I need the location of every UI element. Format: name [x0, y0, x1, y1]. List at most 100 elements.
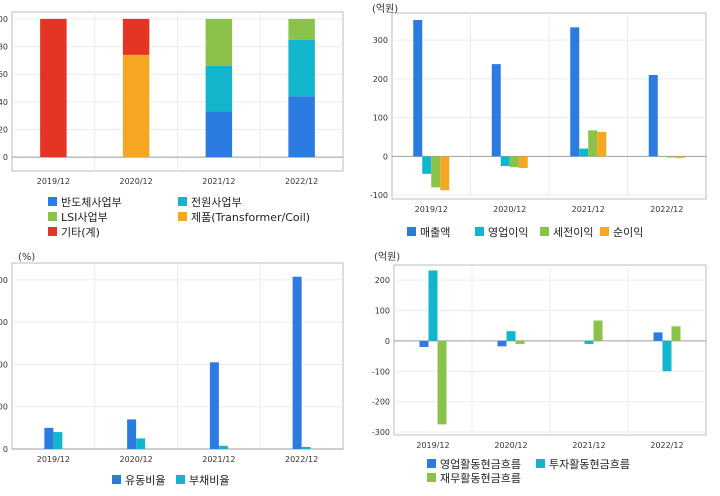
y-tick-label: 0	[383, 152, 388, 161]
y-tick-label: 100	[0, 15, 8, 24]
bar	[44, 427, 54, 449]
x-tick-label: 2020/12	[493, 205, 526, 214]
bar	[205, 111, 233, 158]
bar	[288, 18, 315, 40]
legend: 반도체사업부 전원사업부 LSI사업부 제품(Transformer/Coil) 기타(…	[48, 196, 310, 239]
legend: 유동비율 부채비율	[112, 474, 229, 487]
bar	[491, 64, 501, 157]
y-tick-label: 200	[0, 403, 8, 412]
x-tick-label: 2020/12	[494, 441, 527, 450]
unit-label: (억원)	[372, 3, 398, 15]
bar	[584, 340, 594, 344]
bar	[570, 27, 580, 157]
bar	[662, 340, 672, 372]
bar	[301, 446, 311, 449]
x-tick-label: 2020/12	[120, 177, 153, 186]
y-tick-label: -100	[372, 367, 390, 376]
bar	[431, 156, 441, 188]
legend-swatch	[427, 473, 436, 482]
bar	[127, 419, 137, 449]
bar	[648, 75, 658, 157]
bar	[419, 340, 429, 347]
x-tick-label: 2019/12	[416, 441, 449, 450]
x-tick-label: 2021/12	[202, 455, 235, 464]
bar	[292, 276, 302, 449]
x-tick-label: 2019/12	[37, 455, 70, 464]
bar	[579, 148, 589, 157]
y-tick-label: 100	[375, 307, 390, 316]
legend-label: 순이익	[613, 226, 643, 239]
legend-swatch	[427, 459, 436, 468]
chart-4: -300 -200 -100 0 100 200 (억원) 2019/12 2020/12 202…	[372, 251, 707, 485]
x-tick-label: 2022/12	[285, 455, 318, 464]
legend-swatch	[536, 459, 545, 468]
y-tick-label: 400	[0, 360, 8, 369]
legend-swatch	[48, 197, 57, 206]
bar	[500, 156, 510, 167]
x-tick-label: 2022/12	[650, 205, 683, 214]
bar	[671, 326, 681, 341]
bar	[497, 340, 507, 347]
y-tick-label: -200	[372, 398, 390, 407]
bar	[653, 332, 663, 341]
bar	[422, 156, 432, 174]
bar	[506, 331, 516, 341]
legend-label: 영업활동현금흐름	[440, 457, 521, 471]
legend-swatch	[178, 197, 187, 206]
unit-label: (%)	[18, 252, 35, 263]
legend-label: 투자활동현금흐름	[549, 457, 630, 471]
bar	[122, 18, 150, 55]
legend-swatch	[407, 227, 416, 236]
bar	[53, 432, 63, 449]
y-tick-label: 300	[373, 36, 388, 45]
bar	[509, 156, 519, 168]
bar	[666, 156, 676, 158]
legend-label: 매출액	[420, 226, 450, 239]
bar	[588, 130, 598, 157]
x-tick-label: 2019/12	[415, 205, 448, 214]
bar	[40, 18, 67, 158]
y-tick-label: 20	[0, 126, 8, 135]
x-tick-label: 2021/12	[572, 441, 605, 450]
y-tick-label: 40	[0, 98, 8, 107]
bar	[515, 340, 525, 344]
legend-swatch	[112, 475, 121, 484]
y-tick-label: 0	[3, 445, 8, 454]
legend-label: 유동비율	[125, 474, 165, 487]
bar	[209, 362, 219, 449]
y-tick-label: -300	[372, 428, 390, 437]
y-tick-label: 100	[373, 114, 388, 123]
legend-swatch	[48, 227, 57, 236]
y-tick-label: 60	[0, 70, 8, 79]
legend-label: LSI사업부	[61, 211, 108, 224]
x-tick-label: 2022/12	[650, 441, 683, 450]
legend-label: 부채비율	[189, 474, 229, 487]
legend-label: 영업이익	[488, 226, 528, 239]
bar	[437, 340, 447, 425]
bar	[428, 270, 438, 341]
y-tick-label: 600	[0, 318, 8, 327]
bar	[205, 18, 233, 66]
bar	[288, 96, 315, 158]
bar	[597, 131, 607, 157]
x-tick-label: 2021/12	[572, 205, 605, 214]
bar	[218, 445, 228, 449]
y-tick-label: 200	[373, 75, 388, 84]
legend-swatch	[176, 475, 185, 484]
x-tick-label: 2021/12	[202, 177, 235, 186]
bar	[413, 19, 423, 157]
bar	[593, 320, 603, 341]
bar	[440, 156, 450, 191]
legend: 매출액 영업이익 세전이익 순이익	[407, 226, 643, 239]
y-tick-label: 800	[0, 276, 8, 285]
legend-label: 반도체사업부	[61, 196, 122, 209]
y-tick-label: 200	[375, 276, 390, 285]
legend-label: 전원사업부	[191, 196, 242, 209]
legend-swatch	[540, 227, 549, 236]
unit-label: (억원)	[374, 251, 400, 263]
x-tick-label: 2022/12	[285, 177, 318, 186]
legend-label: 재무활동현금흐름	[440, 471, 521, 485]
y-tick-label: 0	[385, 337, 390, 346]
